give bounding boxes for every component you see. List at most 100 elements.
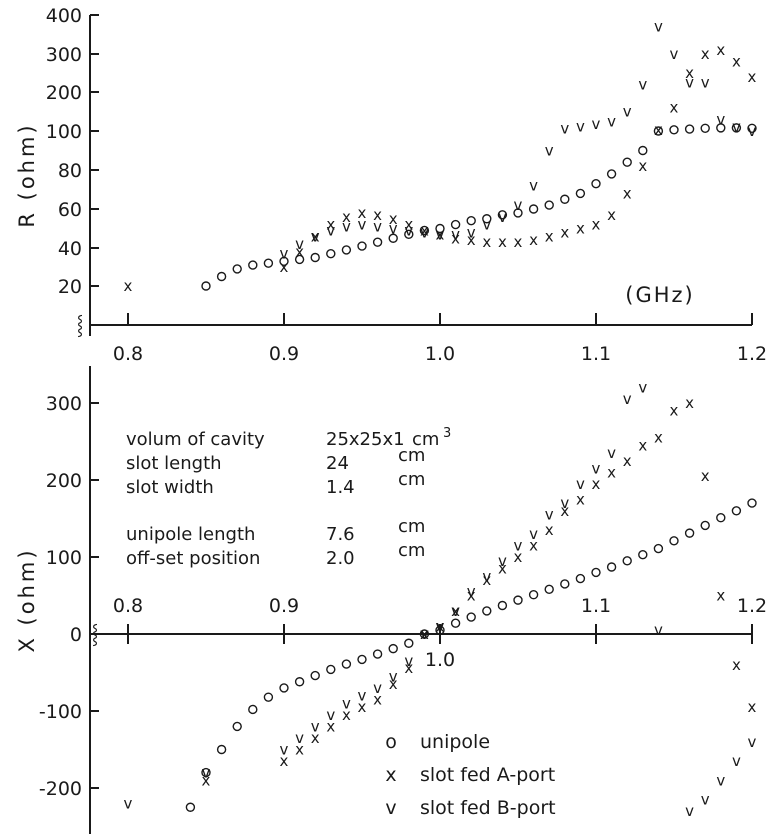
info-value: 25x25x1 <box>326 429 405 450</box>
info-value: 7.6 <box>326 524 355 545</box>
r-point-x: x <box>701 45 710 63</box>
r-point-o <box>435 223 445 234</box>
legend-marker-o: o <box>385 731 397 753</box>
r-point-x: x <box>373 206 382 224</box>
x-point-x: x <box>482 571 491 589</box>
x-y-tick-label: -200 <box>39 778 82 800</box>
r-y-tick-label: 80 <box>58 160 82 182</box>
r-point-v: v <box>342 218 351 236</box>
x-point-o <box>404 638 414 648</box>
r-point-x: x <box>311 227 320 245</box>
x-point-v: v <box>498 552 507 570</box>
x-point-v: v <box>685 802 694 820</box>
legend-marker-v: v <box>385 797 396 819</box>
x-point-x: x <box>436 617 445 635</box>
x-point-v: v <box>623 390 632 408</box>
x-point-x: x <box>716 587 725 605</box>
r-point-x: x <box>420 221 429 239</box>
info-unit: cm <box>398 469 425 490</box>
r-point-o <box>279 256 289 266</box>
legend-label: unipole <box>420 731 490 753</box>
r-point-o <box>419 225 430 236</box>
r-point-x: x <box>560 223 569 241</box>
legend-label: slot fed A-port <box>420 764 555 786</box>
x-point-v: v <box>389 667 398 685</box>
r-point-v: v <box>654 18 663 36</box>
x-point-o <box>669 536 679 546</box>
x-point-o <box>326 664 336 675</box>
r-y-tick-label: 40 <box>58 238 82 260</box>
x-point-x: x <box>295 741 304 759</box>
r-point-v: v <box>514 196 523 214</box>
x-point-v: v <box>311 717 320 735</box>
r-point-x: x <box>748 68 757 86</box>
r-x-ticks: 0.8 0.9 1.0 1.1 1.2 <box>113 313 767 365</box>
r-point-x: x <box>124 277 133 295</box>
r-point-o <box>201 281 211 291</box>
x-point-v: v <box>467 583 476 601</box>
r-point-x: x <box>280 258 289 276</box>
r-x-tick-label: 0.9 <box>269 343 299 365</box>
x-point-o <box>544 584 554 595</box>
x-point-o <box>185 802 196 812</box>
r-point-o <box>232 264 242 274</box>
r-point-v: v <box>373 218 382 236</box>
x-point-x: x <box>748 698 757 716</box>
x-point-v: v <box>560 494 569 512</box>
x-point-o <box>638 549 648 560</box>
x-point-o <box>622 556 632 566</box>
x-point-x: x <box>342 706 351 724</box>
r-point-x: x <box>638 157 647 175</box>
r-y-tick-label: 200 <box>46 82 82 104</box>
x-point-o <box>747 498 757 508</box>
r-point-o <box>466 215 476 226</box>
x-point-v: v <box>654 621 663 639</box>
x-point-x: x <box>685 394 694 412</box>
x-point-x: x <box>498 560 507 578</box>
r-point-o <box>248 260 258 270</box>
x-point-o <box>248 704 258 715</box>
x-x-ticks: 0.8 0.9 1.1 1.2 <box>113 595 767 644</box>
info-value: 1.4 <box>326 477 355 498</box>
x-point-x: x <box>529 536 538 554</box>
r-point-o <box>294 254 305 265</box>
x-point-x: x <box>623 452 632 470</box>
r-point-v: v <box>436 225 445 243</box>
x-point-x: x <box>373 690 382 708</box>
r-x-tick-label: 1.2 <box>737 343 767 365</box>
x-point-x: x <box>701 467 710 485</box>
r-point-v: v <box>529 177 538 195</box>
x-point-v: v <box>638 379 647 397</box>
legend: o unipole x slot fed A-port v slot fed B-port <box>385 731 555 819</box>
r-point-v: v <box>467 223 476 241</box>
r-point-v: v <box>498 208 507 226</box>
r-point-x: x <box>529 231 538 249</box>
legend-marker-x: x <box>385 764 396 786</box>
r-point-o <box>263 258 274 268</box>
x-point-x: x <box>280 752 289 770</box>
r-point-x: x <box>482 233 491 251</box>
x-point-v: v <box>592 459 601 477</box>
x-y-ticks: -200 -100 0 100 200 300 <box>39 393 99 800</box>
x-point-o <box>731 506 742 516</box>
x-point-x: x <box>607 463 616 481</box>
x-x-tick-label: 0.9 <box>269 595 299 617</box>
r-point-x: x <box>451 229 460 247</box>
r-point-o <box>747 123 757 133</box>
x-point-v: v <box>732 752 741 770</box>
r-point-o <box>716 123 726 133</box>
r-point-v: v <box>482 216 491 234</box>
x-y-tick-label: 0 <box>70 624 82 646</box>
r-point-v: v <box>295 235 304 253</box>
info-value: 24 <box>326 453 349 474</box>
r-point-o <box>575 188 586 199</box>
r-point-o <box>372 237 383 247</box>
r-point-o <box>700 123 710 133</box>
x-point-o <box>591 567 601 578</box>
x-axis-break-symbol: ⸾ <box>92 623 99 647</box>
info-label: slot length <box>126 453 222 474</box>
r-y-axis-label: R (ohm) <box>15 122 39 227</box>
x-point-x: x <box>654 429 663 447</box>
r-point-v: v <box>701 74 710 92</box>
x-point-x: x <box>545 521 554 539</box>
